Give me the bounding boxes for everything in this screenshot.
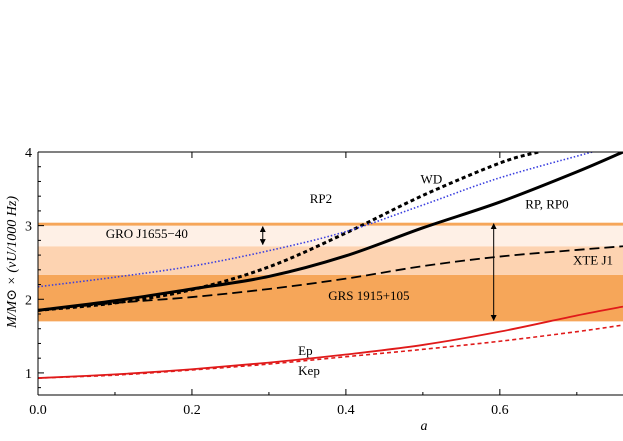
x-tick-label: 0.4 [337,403,355,418]
annotation-ep: Ep [298,343,312,358]
error-bars-group [259,223,497,321]
annotations-group: RP2 WD RP, RP0 GRO J1655−40 XTE J1 GRS 1915+1… [106,172,613,378]
annotation-kep: Kep [298,363,320,378]
y-tick-label: 2 [25,293,32,308]
series-line-rp2 [38,152,539,312]
annotation-gro: GRO J1655−40 [106,226,188,241]
band-band-top-edge [38,222,623,226]
x-tick-label: 0.0 [29,403,47,418]
axes-group [37,151,623,396]
y-axis-label: M/M⊙ × (νU/1000 Hz) [5,196,20,329]
annotation-rp: RP, RP0 [525,197,568,212]
series-line-xte [38,245,623,312]
series-line-wd [38,152,593,288]
annotation-xte: XTE J1 [573,253,613,268]
ticks-group: 0.0 0.2 0.4 0.6 1 2 3 4 [25,146,578,418]
y-tick-label: 1 [25,367,32,382]
series-group [38,152,623,379]
y-tick-label: 4 [25,146,32,161]
x-axis-label: a [421,419,428,434]
series-line-rp-rp0 [38,152,623,312]
annotation-grs: GRS 1915+105 [328,288,409,303]
x-tick-label: 0.2 [183,403,201,418]
y-tick-label: 3 [25,220,32,235]
series-line-kep [38,324,623,379]
band-gro-j1655-40 [38,225,623,247]
annotation-wd: WD [421,172,443,187]
annotation-rp2: RP2 [310,191,332,206]
x-tick-label: 0.6 [491,403,509,418]
